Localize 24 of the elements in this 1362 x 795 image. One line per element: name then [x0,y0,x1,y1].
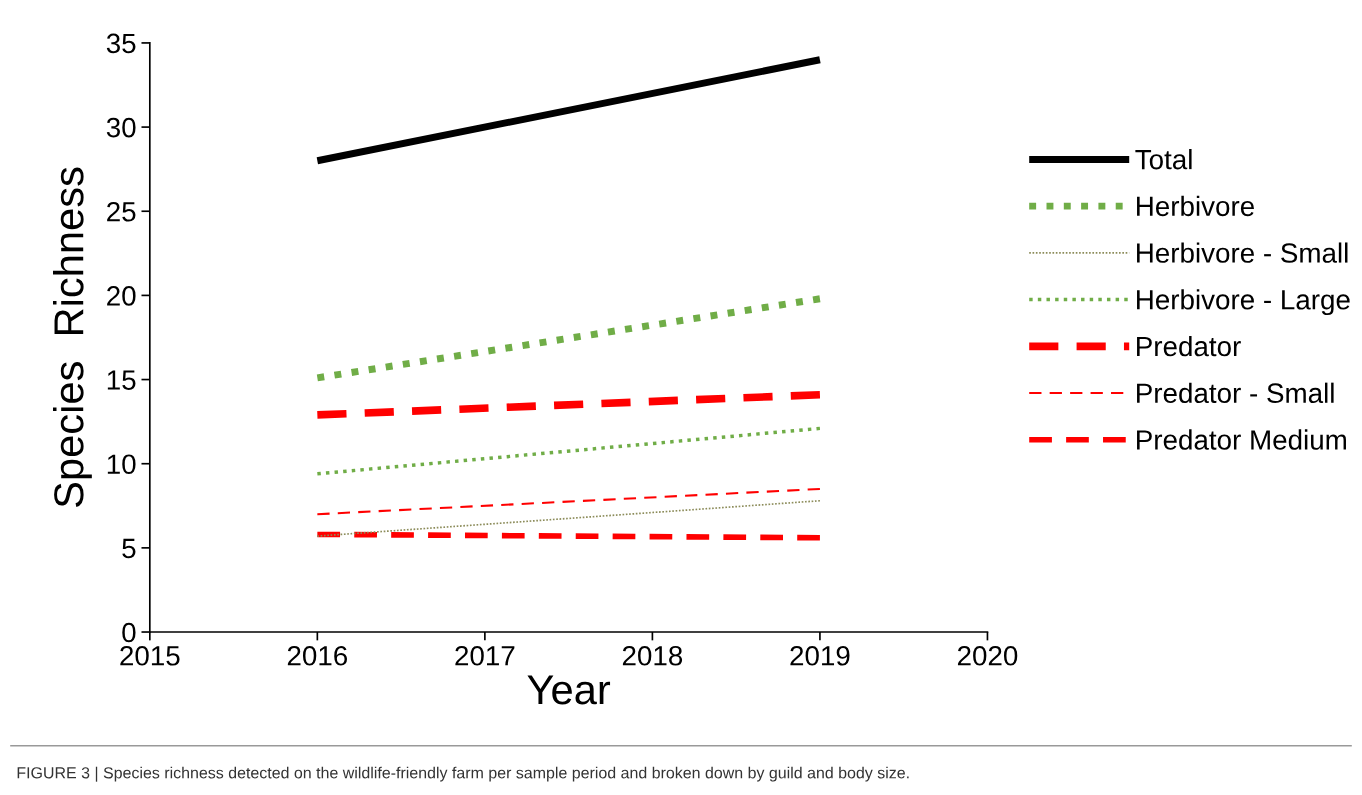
x-tick-label: 2016 [287,645,348,666]
y-tick-label: 5 [122,538,136,559]
legend-label: Predator - Small [1137,382,1334,404]
y-tick-label: 25 [107,201,136,222]
y-tick-label: 20 [107,286,136,306]
legend-label: Predator [1137,335,1241,357]
x-tick-label: 2015 [120,645,180,666]
x-tick-label: 2017 [455,645,515,666]
x-axis-title: Year [527,675,611,705]
y-tick-label: 30 [106,117,136,138]
legend-label: Herbivore - Large [1137,289,1350,316]
legend-label: Total [1135,149,1192,170]
y-tick-label: 0 [122,622,136,643]
x-tick-label: 2018 [622,645,683,666]
y-tick-label: 15 [107,370,136,390]
y-axis-title: Species Richness [53,167,92,507]
legend-label: Predator Medium [1137,429,1346,450]
x-tick-label: 2020 [957,645,1018,666]
caption: FIGURE 3 | Species richness detected on the wildlife-friendly farm per sample period and broken down by guild and body size. [17,766,909,782]
y-tick-label: 10 [107,454,136,475]
legend-label: Herbivore - Small [1137,242,1348,263]
x-tick-label: 2019 [790,645,850,666]
legend-label: Herbivore [1137,195,1254,217]
y-tick-label: 35 [106,33,136,54]
